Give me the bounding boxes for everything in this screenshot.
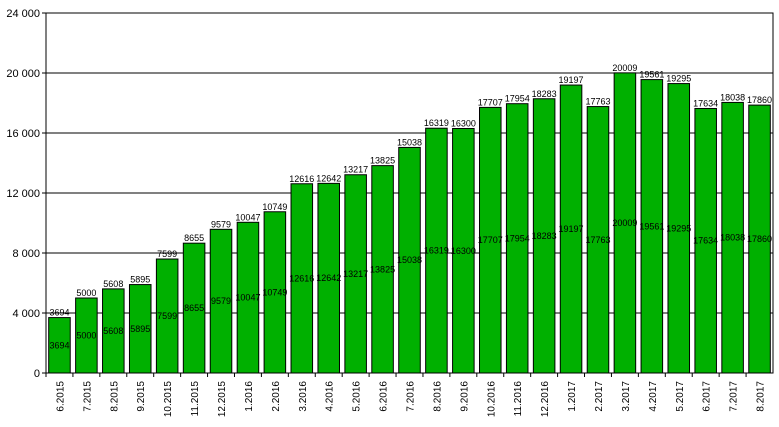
bar-inner-value-label: 13217 xyxy=(343,269,368,279)
bars xyxy=(48,72,771,374)
bar-inner-value-label: 18283 xyxy=(532,231,557,241)
x-tick-label: 7.2015 xyxy=(82,381,93,412)
bar-inner-value-label: 5895 xyxy=(130,324,150,334)
x-tick-label: 9.2016 xyxy=(459,381,470,412)
bar-inner-value-label: 7599 xyxy=(157,311,177,321)
y-tick-label: 20 000 xyxy=(6,68,40,80)
bar-value-label: 3694 xyxy=(49,308,69,318)
bar-inner-value-label: 17763 xyxy=(585,235,610,245)
y-tick-label: 12 000 xyxy=(6,188,40,200)
bar-inner-value-label: 5000 xyxy=(76,331,96,341)
y-tick-label: 16 000 xyxy=(6,128,40,140)
y-tick-label: 24 000 xyxy=(6,8,40,20)
bar-value-label: 5000 xyxy=(76,288,96,298)
bar-inner-value-label: 19295 xyxy=(666,223,691,233)
x-tick-label: 6.2015 xyxy=(55,381,66,412)
x-tick-label: 3.2016 xyxy=(298,381,309,412)
x-tick-label: 10.2015 xyxy=(163,381,174,418)
x-tick-label: 5.2016 xyxy=(352,381,363,412)
bar-value-label: 18038 xyxy=(720,92,745,102)
bar-inner-value-label: 17860 xyxy=(747,234,772,244)
bar-value-label: 13217 xyxy=(343,165,368,175)
bar-value-label: 5608 xyxy=(103,279,123,289)
bar-inner-value-label: 17954 xyxy=(505,233,530,243)
bar-inner-value-label: 10047 xyxy=(235,293,260,303)
x-tick-label: 10.2016 xyxy=(486,381,497,418)
bar-inner-value-label: 12616 xyxy=(289,273,314,283)
bar-inner-value-label: 8655 xyxy=(184,303,204,313)
data-labels: 3694 3694 5000 5000 5608 5608 5895 5895 7599 7599… xyxy=(49,63,772,350)
bar-inner-value-label: 9579 xyxy=(211,296,231,306)
x-tick-label: 12.2015 xyxy=(217,381,228,418)
bar-value-label: 10749 xyxy=(262,202,287,212)
x-tick-label: 1.2016 xyxy=(244,381,255,412)
bar-inner-value-label: 13825 xyxy=(370,264,395,274)
bar-value-label: 12642 xyxy=(316,173,341,183)
bar-value-label: 19295 xyxy=(666,74,691,84)
x-tick-label: 2.2016 xyxy=(271,381,282,412)
bar-value-label: 17763 xyxy=(585,97,610,107)
bar-value-label: 5895 xyxy=(130,275,150,285)
x-tick-label: 8.2017 xyxy=(756,381,767,412)
bar-value-label: 8655 xyxy=(184,233,204,243)
x-tick-label: 9.2015 xyxy=(136,381,147,412)
bar-inner-value-label: 3694 xyxy=(49,340,69,350)
x-tick-label: 3.2017 xyxy=(621,381,632,412)
x-tick-label: 1.2017 xyxy=(567,381,578,412)
bar-value-label: 17707 xyxy=(478,97,503,107)
x-tick-label: 11.2016 xyxy=(513,381,524,417)
bar-value-label: 12616 xyxy=(289,174,314,184)
y-tick-label: 4 000 xyxy=(12,308,40,320)
bar-value-label: 20009 xyxy=(612,63,637,73)
bar-value-label: 16319 xyxy=(424,118,449,128)
x-tick-label: 12.2016 xyxy=(540,381,551,418)
x-tick-label: 4.2016 xyxy=(325,381,336,412)
bar-value-label: 17634 xyxy=(693,98,718,108)
bar-inner-value-label: 10749 xyxy=(262,287,287,297)
x-axis-ticks: 6.2015 7.2015 8.2015 9.2015 10.2015 11.2015 12… xyxy=(45,373,767,418)
bar-inner-value-label: 19561 xyxy=(639,221,664,231)
x-tick-label: 11.2015 xyxy=(190,381,201,417)
bar-value-label: 13825 xyxy=(370,156,395,166)
x-tick-label: 7.2016 xyxy=(406,381,417,412)
bar-inner-value-label: 17634 xyxy=(693,236,718,246)
bar-value-label: 19197 xyxy=(559,75,584,85)
bar-value-label: 7599 xyxy=(157,249,177,259)
bar-value-label: 9579 xyxy=(211,219,231,229)
x-tick-label: 5.2017 xyxy=(675,381,686,412)
bar-inner-value-label: 19197 xyxy=(559,224,584,234)
bar-value-label: 10047 xyxy=(235,212,260,222)
y-axis-ticks: 0 4 000 8 000 12 000 16 000 20 000 24 000 xyxy=(6,8,46,380)
bar-inner-value-label: 18038 xyxy=(720,233,745,243)
bar-inner-value-label: 16319 xyxy=(424,246,449,256)
y-tick-label: 8 000 xyxy=(12,248,40,260)
x-tick-label: 8.2016 xyxy=(432,381,443,412)
x-tick-label: 6.2017 xyxy=(702,381,713,412)
bar-inner-value-label: 17707 xyxy=(478,235,503,245)
bar-value-label: 17860 xyxy=(747,95,772,105)
bar-value-label: 18283 xyxy=(532,89,557,99)
bar-inner-value-label: 20009 xyxy=(612,218,637,228)
bar-inner-value-label: 15038 xyxy=(397,255,422,265)
bar-value-label: 19561 xyxy=(639,70,664,80)
bar-value-label: 16300 xyxy=(451,119,476,129)
x-tick-label: 2.2017 xyxy=(594,381,605,412)
bar-inner-value-label: 5608 xyxy=(103,326,123,336)
y-tick-label: 0 xyxy=(34,368,40,380)
bar-inner-value-label: 16300 xyxy=(451,246,476,256)
x-tick-label: 8.2015 xyxy=(109,381,120,412)
bar-value-label: 15038 xyxy=(397,137,422,147)
x-tick-label: 4.2017 xyxy=(648,381,659,412)
x-tick-label: 6.2016 xyxy=(379,381,390,412)
x-tick-label: 7.2017 xyxy=(729,381,740,412)
bar-inner-value-label: 12642 xyxy=(316,273,341,283)
bar-value-label: 17954 xyxy=(505,94,530,104)
